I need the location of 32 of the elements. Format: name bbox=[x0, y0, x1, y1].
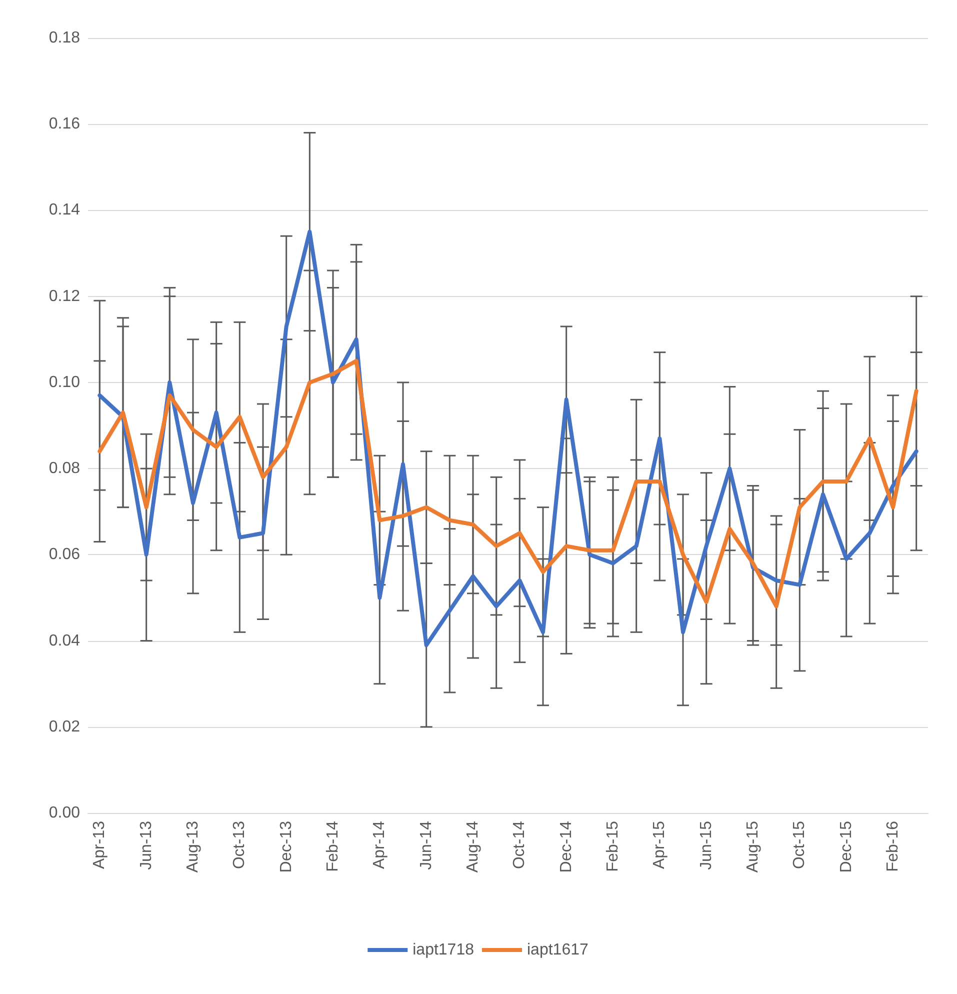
x-tick-label: Aug-15 bbox=[744, 820, 762, 873]
x-tick-label: Apr-13 bbox=[91, 820, 108, 870]
y-tick-label: 0.02 bbox=[48, 718, 80, 736]
x-tick-label: Apr-14 bbox=[371, 820, 388, 870]
x-tick-label: Oct-15 bbox=[791, 820, 808, 870]
line-series bbox=[98, 358, 918, 608]
y-tick-label: 0.10 bbox=[48, 374, 80, 391]
y-tick-label: 0.00 bbox=[48, 804, 80, 822]
x-tick-label: Aug-13 bbox=[184, 820, 202, 873]
x-tick-label: Feb-15 bbox=[604, 820, 622, 872]
legend-label: iapt1617 bbox=[527, 942, 588, 958]
y-tick-label: 0.06 bbox=[48, 546, 80, 564]
y-tick-label: 0.16 bbox=[48, 116, 80, 133]
y-tick-label: 0.14 bbox=[48, 202, 80, 219]
x-tick-label: Dec-13 bbox=[278, 820, 295, 873]
y-tick-label: 0.18 bbox=[48, 30, 80, 46]
line-series bbox=[98, 230, 918, 648]
y-tick-label: 0.08 bbox=[48, 460, 80, 478]
y-tick-label: 0.04 bbox=[48, 632, 80, 650]
x-tick-label: Jun-15 bbox=[698, 820, 715, 870]
legend-label: iapt1718 bbox=[412, 942, 474, 958]
x-tick-label: Feb-14 bbox=[324, 820, 342, 872]
x-tick-label: Dec-14 bbox=[558, 820, 575, 873]
x-tick-label: Oct-13 bbox=[231, 820, 248, 870]
x-tick-label: Oct-14 bbox=[511, 820, 528, 870]
x-tick-label: Aug-14 bbox=[464, 820, 482, 873]
x-tick-label: Jun-14 bbox=[418, 820, 435, 870]
x-tick-label: Feb-16 bbox=[884, 820, 902, 872]
x-tick-label: Dec-15 bbox=[838, 820, 855, 873]
x-tick-label: Jun-13 bbox=[138, 820, 155, 870]
y-tick-label: 0.12 bbox=[48, 288, 80, 305]
x-tick-label: Apr-15 bbox=[651, 820, 668, 870]
